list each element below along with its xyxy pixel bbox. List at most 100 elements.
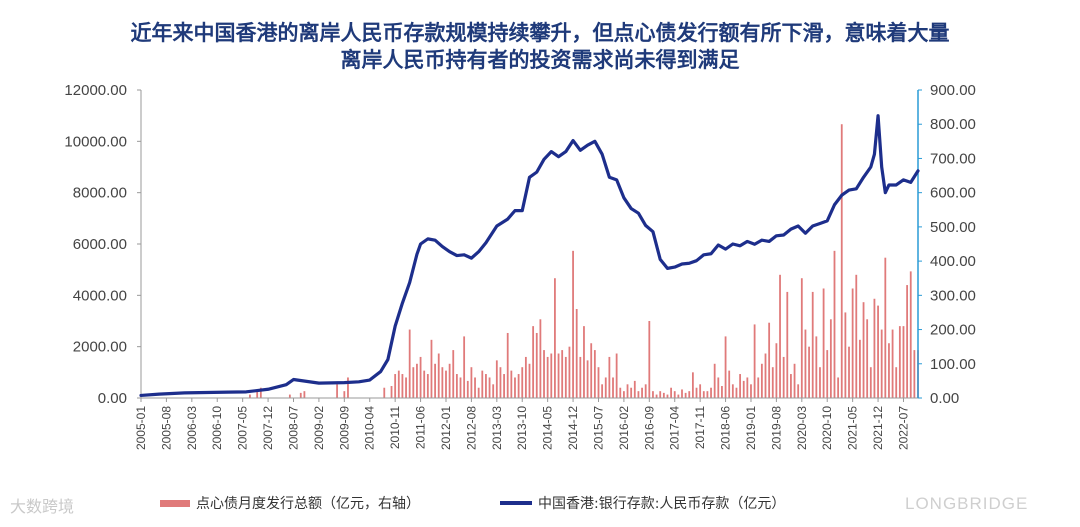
bar bbox=[528, 363, 531, 398]
bar bbox=[652, 391, 654, 398]
bar bbox=[764, 353, 767, 398]
bar bbox=[412, 367, 415, 398]
bar bbox=[659, 391, 662, 398]
legend: 点心债月度发行总额（亿元，右轴） 中国香港:银行存款:人民币存款（亿元） bbox=[160, 493, 920, 515]
bar bbox=[717, 377, 720, 398]
bar bbox=[521, 367, 524, 398]
bar bbox=[837, 377, 840, 398]
bar bbox=[394, 374, 397, 398]
bar bbox=[833, 250, 836, 398]
x-tick-label: 2008-07 bbox=[287, 406, 301, 450]
bar bbox=[383, 387, 386, 398]
legend-swatch-line bbox=[500, 501, 532, 505]
x-tick-label: 2021-05 bbox=[846, 406, 860, 450]
bar bbox=[633, 380, 636, 398]
bar bbox=[434, 363, 436, 398]
bar bbox=[583, 326, 585, 398]
bar bbox=[684, 392, 687, 398]
bar bbox=[288, 394, 291, 398]
bar bbox=[590, 343, 593, 398]
x-tick-label: 2009-09 bbox=[337, 406, 351, 450]
right-tick-label: 200.00 bbox=[930, 322, 976, 339]
left-tick-label: 12000.00 bbox=[64, 82, 127, 99]
bar bbox=[869, 367, 872, 398]
bar bbox=[510, 370, 513, 398]
deposit-line bbox=[139, 114, 920, 398]
bar bbox=[452, 350, 455, 398]
bar bbox=[514, 377, 516, 398]
bar bbox=[913, 350, 916, 398]
bar bbox=[666, 394, 669, 398]
bar bbox=[644, 384, 647, 398]
x-tick-label: 2012-01 bbox=[439, 406, 453, 450]
bar bbox=[826, 350, 829, 398]
bar bbox=[848, 346, 850, 398]
right-tick-label: 0.00 bbox=[930, 390, 959, 407]
bar bbox=[630, 387, 633, 398]
x-tick-label: 2005-08 bbox=[159, 406, 173, 450]
x-tick-label: 2010-04 bbox=[363, 406, 377, 450]
bar bbox=[877, 305, 879, 398]
bar bbox=[564, 356, 567, 398]
bar bbox=[557, 353, 560, 398]
bar bbox=[840, 124, 843, 398]
x-tick-label: 2009-02 bbox=[312, 406, 326, 450]
x-tick-label: 2012-08 bbox=[464, 406, 478, 450]
bar bbox=[731, 384, 734, 398]
x-tick-label: 2017-04 bbox=[668, 406, 682, 450]
bar bbox=[256, 391, 259, 398]
bar bbox=[739, 374, 741, 398]
bar bbox=[499, 367, 502, 398]
bar bbox=[347, 377, 349, 398]
bar bbox=[597, 367, 600, 398]
x-tick-label: 2007-05 bbox=[236, 406, 250, 450]
bar bbox=[543, 350, 545, 398]
x-tick-label: 2019-08 bbox=[769, 406, 783, 450]
bar bbox=[593, 350, 596, 398]
bar bbox=[437, 353, 440, 398]
x-tick-label: 2006-10 bbox=[210, 406, 224, 450]
right-tick-label: 900.00 bbox=[930, 82, 976, 99]
bar bbox=[503, 374, 505, 398]
x-tick-label: 2020-10 bbox=[820, 406, 834, 450]
bar bbox=[786, 291, 789, 398]
right-tick-label: 400.00 bbox=[930, 253, 976, 270]
bar bbox=[441, 367, 444, 398]
x-tick-label: 2016-09 bbox=[642, 406, 656, 450]
bar bbox=[673, 391, 676, 398]
bar bbox=[615, 353, 618, 398]
bar bbox=[554, 278, 556, 398]
left-tick-label: 6000.00 bbox=[73, 236, 127, 253]
bar bbox=[721, 386, 723, 398]
bar bbox=[866, 319, 869, 398]
bar bbox=[568, 346, 571, 398]
bar bbox=[405, 377, 407, 398]
left-tick-label: 4000.00 bbox=[73, 287, 127, 304]
watermark-dashu: 大数跨境 bbox=[10, 497, 75, 516]
bar bbox=[655, 394, 658, 398]
x-tick-label: 2015-07 bbox=[592, 406, 606, 450]
bar bbox=[463, 336, 466, 398]
bar bbox=[259, 387, 262, 398]
bar bbox=[753, 324, 756, 398]
right-tick-label: 700.00 bbox=[930, 150, 976, 167]
x-tick-label: 2019-01 bbox=[744, 406, 758, 450]
bar bbox=[481, 370, 484, 398]
bar bbox=[612, 377, 614, 398]
bar bbox=[539, 319, 542, 398]
bar bbox=[746, 377, 749, 398]
bar bbox=[695, 387, 698, 398]
bar bbox=[710, 387, 712, 398]
bar bbox=[750, 384, 752, 398]
bar bbox=[401, 374, 404, 398]
chart-title: 近年来中国香港的离岸人民币存款规模持续攀升，但点心债发行额有所下滑，意味着大量 … bbox=[0, 20, 1080, 74]
bar bbox=[299, 392, 302, 398]
legend-swatch-bars bbox=[160, 499, 190, 507]
bar bbox=[637, 391, 640, 398]
bar-series-group bbox=[249, 124, 919, 398]
bar bbox=[670, 387, 672, 398]
bar bbox=[303, 391, 306, 398]
bar bbox=[550, 353, 553, 398]
bar bbox=[586, 360, 589, 398]
tick-labels-group: 0.00 2000.00 4000.00 6000.00 8000.00 10000.00… bbox=[64, 82, 975, 450]
